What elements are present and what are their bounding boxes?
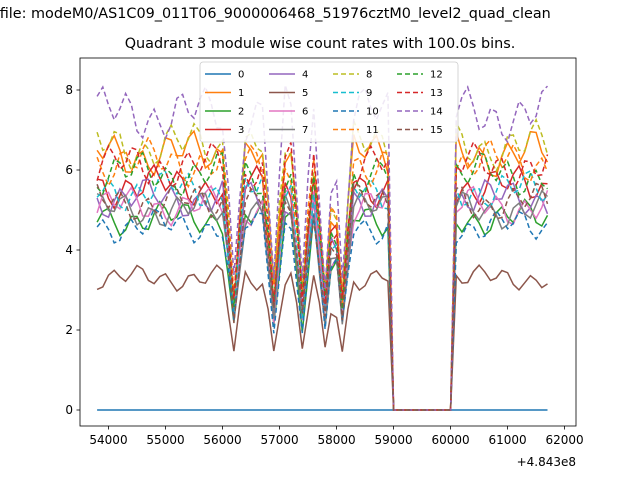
legend-label-3: 3 bbox=[238, 125, 244, 136]
y-tick-label: 8 bbox=[65, 83, 73, 97]
x-offset-label: +4.843e8 bbox=[517, 455, 576, 469]
legend-label-4: 4 bbox=[302, 70, 308, 81]
y-tick-label: 4 bbox=[65, 243, 73, 257]
legend-label-1: 1 bbox=[238, 88, 244, 99]
series-line-9 bbox=[96, 169, 549, 411]
legend-label-5: 5 bbox=[302, 88, 308, 99]
x-tick-label: 60000 bbox=[431, 433, 469, 447]
series-line-5 bbox=[96, 264, 548, 411]
legend-label-2: 2 bbox=[238, 107, 244, 118]
y-tick-label: 2 bbox=[65, 323, 73, 337]
series-line-8 bbox=[96, 117, 549, 411]
legend-label-14: 14 bbox=[430, 107, 443, 118]
legend-label-7: 7 bbox=[302, 125, 308, 136]
legend-label-9: 9 bbox=[366, 88, 372, 99]
plot-frame bbox=[79, 57, 577, 427]
ticks-layer: 54000 55000 56000 57000 58000 59000 60000 61000… bbox=[65, 83, 583, 447]
x-tick-label: 54000 bbox=[89, 433, 127, 447]
legend-label-15: 15 bbox=[430, 125, 443, 136]
series-line-13 bbox=[96, 140, 549, 411]
chart-title: Quadrant 3 module wise count rates with … bbox=[124, 36, 516, 52]
series-layer bbox=[96, 84, 549, 411]
x-tick-label: 58000 bbox=[317, 433, 355, 447]
y-tick-label: 6 bbox=[65, 163, 73, 177]
legend-label-8: 8 bbox=[366, 70, 372, 81]
series-line-6 bbox=[96, 184, 549, 411]
x-tick-label: 61000 bbox=[488, 433, 526, 447]
legend-label-11: 11 bbox=[366, 125, 379, 136]
series-line-15 bbox=[96, 181, 549, 411]
x-tick-label: 57000 bbox=[260, 433, 298, 447]
legend-box bbox=[199, 61, 459, 143]
legend-label-0: 0 bbox=[238, 70, 244, 81]
y-tick-label: 0 bbox=[65, 403, 73, 417]
x-tick-label: 56000 bbox=[203, 433, 241, 447]
legend-label-12: 12 bbox=[430, 70, 443, 81]
series-line-14 bbox=[96, 84, 549, 411]
x-tick-label: 62000 bbox=[546, 433, 584, 447]
legend-label-13: 13 bbox=[430, 88, 443, 99]
x-tick-label: 59000 bbox=[374, 433, 412, 447]
legend-label-10: 10 bbox=[366, 107, 379, 118]
series-line-7 bbox=[96, 189, 549, 411]
x-tick-label: 55000 bbox=[146, 433, 184, 447]
legend-label-6: 6 bbox=[302, 107, 308, 118]
figure-suptitle: n file: modeM0/AS1C09_011T06_9000006468_… bbox=[0, 6, 551, 22]
